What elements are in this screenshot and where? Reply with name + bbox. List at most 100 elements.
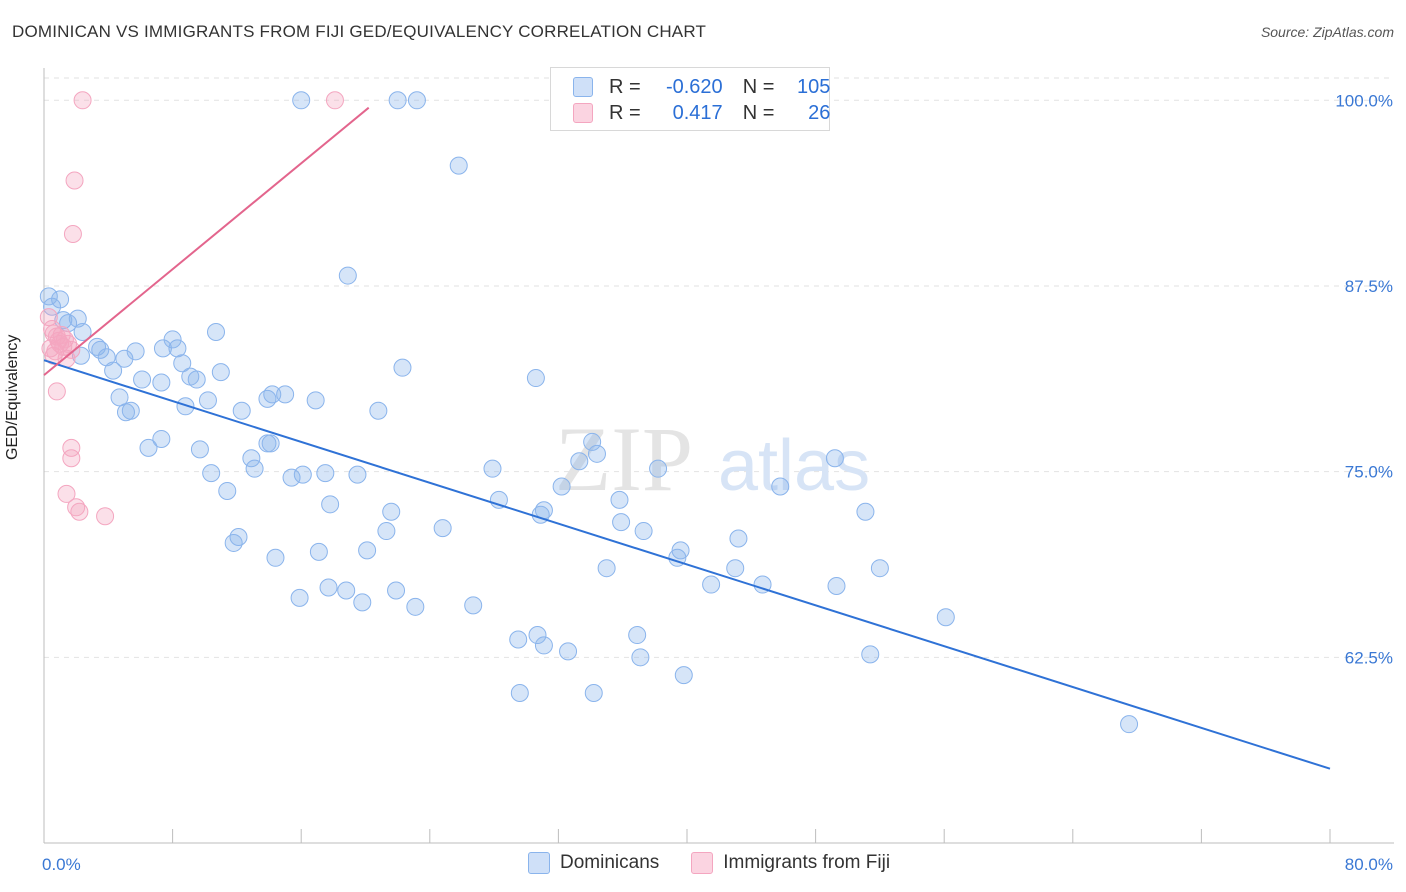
data-point-fiji: [59, 334, 78, 353]
axes: [43, 68, 1394, 844]
legend-item-dominicans[interactable]: Dominicans: [528, 852, 659, 874]
data-point-dominicans: [316, 464, 335, 483]
data-point-dominicans: [510, 683, 529, 702]
data-point-dominicans: [91, 340, 110, 359]
data-point-dominicans: [570, 452, 589, 471]
data-point-dominicans: [584, 683, 603, 702]
data-point-dominicans: [387, 581, 406, 600]
data-point-dominicans: [309, 542, 328, 561]
data-point-dominicans: [152, 429, 171, 448]
data-point-fiji: [57, 484, 76, 503]
data-point-dominicans: [649, 459, 668, 478]
y-tick-label: 87.5%: [1345, 277, 1393, 296]
watermark-atlas: atlas: [718, 426, 870, 506]
data-point-dominicans: [702, 575, 721, 594]
legend-label-dominicans: Dominicans: [560, 852, 660, 873]
data-points: [39, 91, 1139, 734]
gridlines: [44, 77, 1394, 658]
y-tick-label: 100.0%: [1335, 91, 1393, 110]
r-value: -0.620: [665, 75, 723, 98]
data-point-fiji: [54, 337, 73, 356]
data-point-dominicans: [388, 91, 407, 110]
data-point-dominicans: [729, 529, 748, 548]
data-point-fiji: [73, 91, 92, 110]
data-point-dominicans: [168, 339, 187, 358]
y-tick-label: 62.5%: [1345, 648, 1393, 667]
stats-row-fiji: R = 0.417 N = 26: [573, 100, 830, 126]
data-point-dominicans: [1120, 715, 1139, 734]
data-point-dominicans: [861, 645, 880, 664]
data-point-dominicans: [139, 438, 158, 457]
data-point-fiji: [65, 171, 84, 190]
data-point-dominicans: [936, 608, 955, 627]
data-point-dominicans: [152, 373, 171, 392]
source-label: Source: ZipAtlas.com: [1260, 24, 1394, 40]
data-point-dominicans: [292, 91, 311, 110]
data-point-dominicans: [173, 354, 192, 373]
trend-line-fiji: [43, 106, 370, 376]
data-point-fiji: [39, 308, 58, 327]
data-point-dominicans: [353, 593, 372, 612]
legend: Dominicans Immigrants from Fiji: [528, 852, 922, 874]
data-point-dominicans: [187, 370, 206, 389]
stats-row-dominicans: R = -0.620 N = 105: [573, 74, 830, 100]
data-point-dominicans: [121, 401, 140, 420]
data-point-dominicans: [306, 391, 325, 410]
data-point-dominicans: [483, 459, 502, 478]
data-point-dominicans: [232, 401, 251, 420]
data-point-dominicans: [319, 578, 338, 597]
stats-swatch-fiji: [573, 103, 593, 123]
data-point-dominicans: [263, 385, 282, 404]
legend-label-fiji: Immigrants from Fiji: [723, 852, 891, 873]
data-point-dominicans: [337, 581, 356, 600]
data-point-dominicans: [338, 266, 357, 285]
x-tick-label: 0.0%: [42, 855, 81, 874]
data-point-fiji: [96, 507, 115, 526]
data-point-fiji: [62, 449, 81, 468]
data-point-dominicans: [526, 369, 545, 388]
r-value: 0.417: [672, 101, 723, 124]
data-point-dominicans: [528, 626, 547, 645]
data-point-dominicans: [190, 440, 209, 459]
data-point-dominicans: [393, 358, 412, 377]
data-point-dominicans: [634, 522, 653, 541]
n-label: N =: [742, 75, 775, 98]
data-point-dominicans: [597, 559, 616, 578]
tick-labels: 100.0% 87.5% 75.0% 62.5% 0.0% 80.0%: [42, 91, 1393, 874]
data-point-dominicans: [266, 548, 285, 567]
data-point-dominicans: [293, 465, 312, 484]
data-point-dominicans: [628, 626, 647, 645]
data-point-dominicans: [104, 361, 123, 380]
data-point-dominicans: [242, 449, 261, 468]
chart-title: DOMINICAN VS IMMIGRANTS FROM FIJI GED/EQ…: [12, 22, 707, 41]
data-point-dominicans: [245, 459, 264, 478]
data-point-dominicans: [856, 502, 875, 521]
data-point-dominicans: [552, 477, 571, 496]
data-point-fiji: [70, 502, 89, 521]
data-point-dominicans: [290, 588, 309, 607]
data-point-fiji: [62, 438, 81, 457]
data-point-dominicans: [207, 323, 226, 342]
data-point-dominicans: [321, 495, 340, 514]
x-tick-label: 80.0%: [1345, 855, 1393, 874]
data-point-dominicans: [433, 519, 452, 538]
data-point-dominicans: [559, 642, 578, 661]
n-label: N =: [742, 101, 775, 124]
data-point-dominicans: [68, 309, 87, 328]
data-point-dominicans: [612, 513, 631, 532]
data-point-dominicans: [377, 522, 396, 541]
data-point-dominicans: [382, 502, 401, 521]
trend-lines: [43, 106, 1331, 770]
data-point-fiji: [63, 224, 82, 243]
data-point-dominicans: [51, 290, 70, 309]
legend-item-fiji[interactable]: Immigrants from Fiji: [691, 852, 890, 874]
data-point-dominicans: [133, 370, 152, 389]
n-value: 105: [797, 75, 831, 98]
data-point-dominicans: [71, 346, 90, 365]
data-point-dominicans: [587, 444, 606, 463]
data-point-dominicans: [115, 349, 134, 368]
data-point-dominicans: [261, 434, 280, 453]
data-point-dominicans: [825, 449, 844, 468]
data-point-dominicans: [211, 363, 230, 382]
